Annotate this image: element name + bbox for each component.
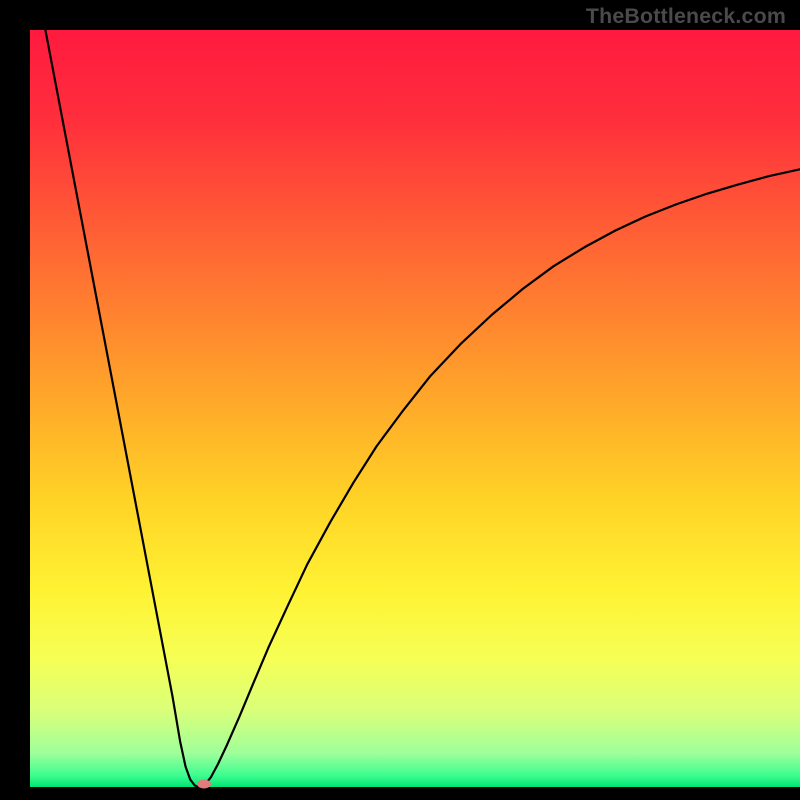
plot-area (30, 30, 800, 787)
curve-layer (30, 30, 800, 787)
figure-stage: TheBottleneck.com (0, 0, 800, 800)
bottleneck-curve (45, 30, 800, 787)
optimal-point-marker (197, 779, 211, 788)
watermark-text: TheBottleneck.com (586, 4, 786, 29)
